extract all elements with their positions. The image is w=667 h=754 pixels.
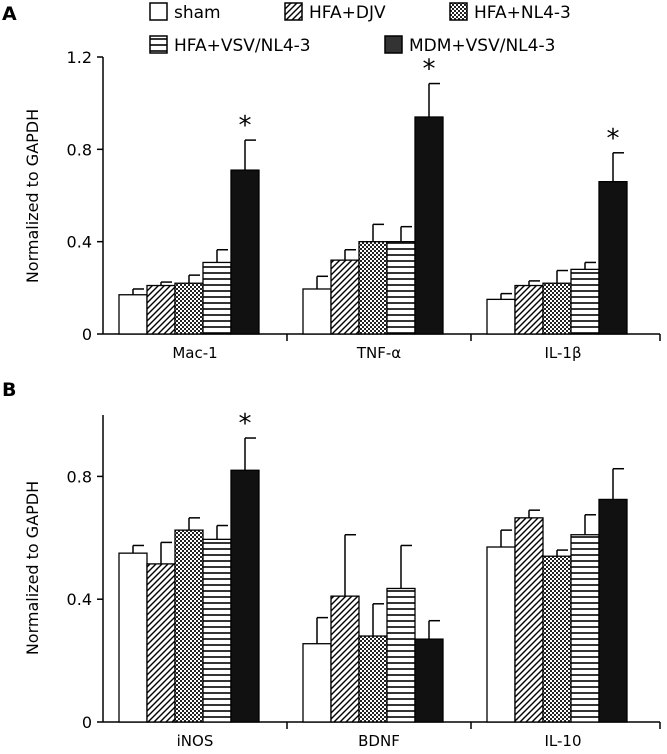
p1-significance-star-1: * xyxy=(423,55,436,85)
legend-swatch-hfa-vsv xyxy=(149,35,168,54)
y-axis-label-a: Normalized to GAPDH xyxy=(23,109,42,283)
p2-bar-hfa-nl43-0 xyxy=(174,529,204,723)
p2-bar-hfa-djv-2 xyxy=(514,517,544,723)
p1-bar-sham-2 xyxy=(486,298,516,335)
p2-bar-sham-2 xyxy=(486,546,516,723)
p1-bar-hfa-vsv-0 xyxy=(202,261,232,335)
p1-bar-sham-1 xyxy=(302,288,332,335)
legend-label-hfa-vsv: HFA+VSV/NL4-3 xyxy=(174,36,311,56)
p1-y-tick-label-2: 0.8 xyxy=(67,140,92,159)
legend-label-hfa-nl43: HFA+NL4-3 xyxy=(474,3,571,23)
p2-bar-hfa-vsv-1 xyxy=(386,587,416,723)
p1-category-label-0: Mac-1 xyxy=(172,344,217,362)
p1-bar-hfa-djv-2 xyxy=(514,284,544,335)
p1-y-tick-label-3: 1.2 xyxy=(67,48,92,67)
p2-category-label-2: IL-10 xyxy=(544,732,581,750)
p1-bar-hfa-djv-0 xyxy=(146,284,176,335)
p2-bar-sham-0 xyxy=(118,552,148,723)
p1-bar-mdm-vsv-1 xyxy=(414,116,444,335)
p2-bar-hfa-djv-0 xyxy=(146,563,176,723)
p2-bar-mdm-vsv-0 xyxy=(230,469,260,723)
p1-y-tick-label-1: 0.4 xyxy=(67,233,92,252)
p1-significance-star-0: * xyxy=(239,111,252,141)
legend-label-hfa-djv: HFA+DJV xyxy=(309,3,386,23)
p2-category-label-0: iNOS xyxy=(177,732,214,750)
p2-bar-hfa-vsv-2 xyxy=(570,534,600,723)
panel-a-plot: 0 0.4 0.8 1.2 Mac-1 TNF-α IL-1β * * * xyxy=(67,48,661,362)
legend-swatch-hfa-nl43 xyxy=(449,2,468,21)
p1-bar-hfa-vsv-2 xyxy=(570,268,600,335)
p1-bar-mdm-vsv-0 xyxy=(230,169,260,335)
p2-y-tick-label-2: 0.8 xyxy=(67,467,92,486)
legend-swatch-mdm-vsv xyxy=(384,35,403,54)
panel-letter-b: B xyxy=(2,379,16,401)
p1-category-label-1: TNF-α xyxy=(356,344,401,362)
p2-bar-hfa-nl43-2 xyxy=(542,555,572,723)
p2-bar-hfa-djv-1 xyxy=(330,595,360,723)
p1-bar-sham-0 xyxy=(118,294,148,335)
p2-bar-mdm-vsv-1 xyxy=(414,638,444,723)
legend-swatch-sham xyxy=(149,2,168,21)
p2-significance-star-0: * xyxy=(239,409,252,439)
legend-label-sham: sham xyxy=(174,3,221,23)
legend-swatch-hfa-djv xyxy=(284,2,303,21)
p2-y-tick-label-1: 0.4 xyxy=(67,590,92,609)
p1-significance-star-2: * xyxy=(607,124,620,154)
p1-y-tick-label-0: 0 xyxy=(82,325,92,344)
p1-bar-hfa-nl43-1 xyxy=(358,241,388,335)
panel-letter-a: A xyxy=(2,3,17,25)
y-axis-label-b: Normalized to GAPDH xyxy=(23,481,42,655)
p2-bar-sham-1 xyxy=(302,643,332,723)
p2-bar-hfa-vsv-0 xyxy=(202,538,232,723)
p1-bar-hfa-nl43-0 xyxy=(174,282,204,335)
p1-bar-hfa-djv-1 xyxy=(330,259,360,335)
p2-bar-mdm-vsv-2 xyxy=(598,498,628,723)
p1-bar-hfa-nl43-2 xyxy=(542,282,572,335)
p2-y-tick-label-0: 0 xyxy=(82,713,92,732)
p2-category-label-1: BDNF xyxy=(358,732,400,750)
p1-bar-mdm-vsv-2 xyxy=(598,180,628,335)
panel-b-plot: 0 0.4 0.8 iNOS BDNF IL-10 * xyxy=(67,409,661,750)
p2-bar-hfa-nl43-1 xyxy=(358,635,388,723)
legend-label-mdm-vsv: MDM+VSV/NL4-3 xyxy=(409,36,555,56)
p1-category-label-2: IL-1β xyxy=(544,344,581,362)
legend: sham HFA+DJV HFA+NL4-3 HFA+VSV/NL4-3 MDM… xyxy=(149,2,571,56)
p1-bar-hfa-vsv-1 xyxy=(386,241,416,335)
